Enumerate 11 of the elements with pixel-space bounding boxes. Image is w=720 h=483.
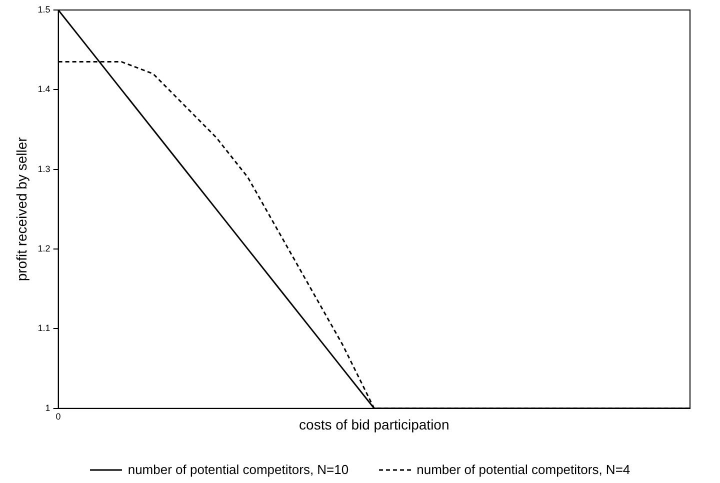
y-tick-label: 1.2 (38, 244, 50, 254)
x-axis-title: costs of bid participation (299, 416, 450, 432)
x-tick-label: 0 (56, 411, 61, 422)
y-tick-label: 1.3 (38, 164, 50, 174)
y-tick-label: 1 (45, 402, 50, 413)
y-tick-label: 1.5 (38, 4, 50, 14)
legend-label: number of potential competitors, N=4 (416, 462, 630, 477)
y-tick-label: 1.1 (38, 323, 50, 334)
legend-label: number of potential competitors, N=10 (128, 462, 349, 477)
y-tick-label: 1.4 (38, 84, 50, 94)
y-axis-title: profit received by seller (13, 136, 30, 282)
